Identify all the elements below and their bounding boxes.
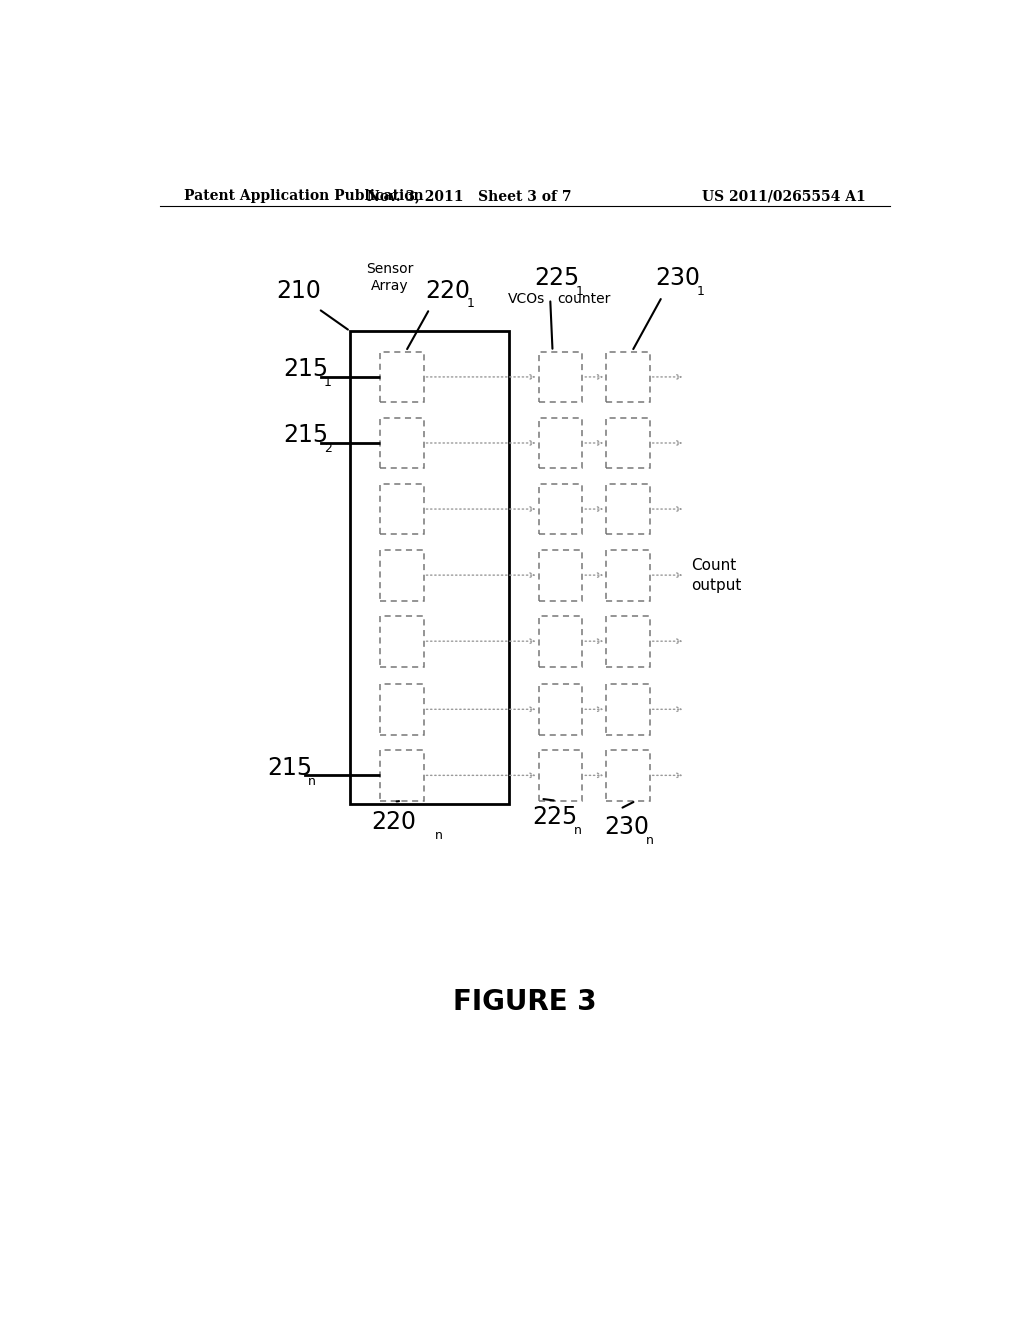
Bar [539, 615, 583, 667]
Text: Count
output: Count output [691, 558, 741, 593]
Bar [380, 549, 424, 601]
Text: 215: 215 [283, 422, 328, 447]
Bar [539, 483, 583, 535]
Bar [606, 549, 650, 601]
Bar [380, 483, 424, 535]
Bar [380, 615, 424, 667]
Text: n: n [308, 775, 316, 788]
Text: 1: 1 [697, 285, 705, 298]
Bar [539, 351, 583, 403]
Bar [606, 615, 650, 667]
Bar [539, 549, 583, 601]
Bar [606, 750, 650, 801]
Text: 1: 1 [324, 375, 332, 388]
Bar [539, 417, 583, 469]
Text: VCOs: VCOs [508, 292, 545, 306]
Text: FIGURE 3: FIGURE 3 [453, 987, 597, 1016]
Bar [380, 684, 424, 735]
Text: counter: counter [558, 292, 611, 306]
Text: 220: 220 [426, 279, 471, 302]
Text: US 2011/0265554 A1: US 2011/0265554 A1 [702, 189, 866, 203]
Text: 215: 215 [267, 756, 312, 780]
Text: 230: 230 [655, 267, 700, 290]
Text: Sensor
Array: Sensor Array [367, 261, 414, 293]
Text: Patent Application Publication: Patent Application Publication [183, 189, 423, 203]
Text: 215: 215 [283, 356, 328, 380]
Text: Nov. 3, 2011   Sheet 3 of 7: Nov. 3, 2011 Sheet 3 of 7 [367, 189, 571, 203]
Text: 1: 1 [575, 285, 584, 298]
Bar [539, 750, 583, 801]
Text: 225: 225 [535, 267, 580, 290]
Bar [606, 483, 650, 535]
Text: n: n [435, 829, 443, 842]
Text: 2: 2 [324, 442, 332, 454]
Text: 1: 1 [467, 297, 475, 310]
Bar [606, 351, 650, 403]
Text: n: n [574, 824, 582, 837]
Text: 230: 230 [604, 816, 649, 840]
Text: n: n [645, 834, 653, 847]
Text: 210: 210 [276, 279, 322, 302]
Bar [606, 417, 650, 469]
Bar [380, 351, 424, 403]
Text: 220: 220 [372, 810, 417, 834]
Bar [606, 684, 650, 735]
Text: 225: 225 [532, 805, 578, 829]
Bar [380, 417, 424, 469]
Bar [380, 750, 424, 801]
Bar [539, 684, 583, 735]
Bar [350, 331, 509, 804]
